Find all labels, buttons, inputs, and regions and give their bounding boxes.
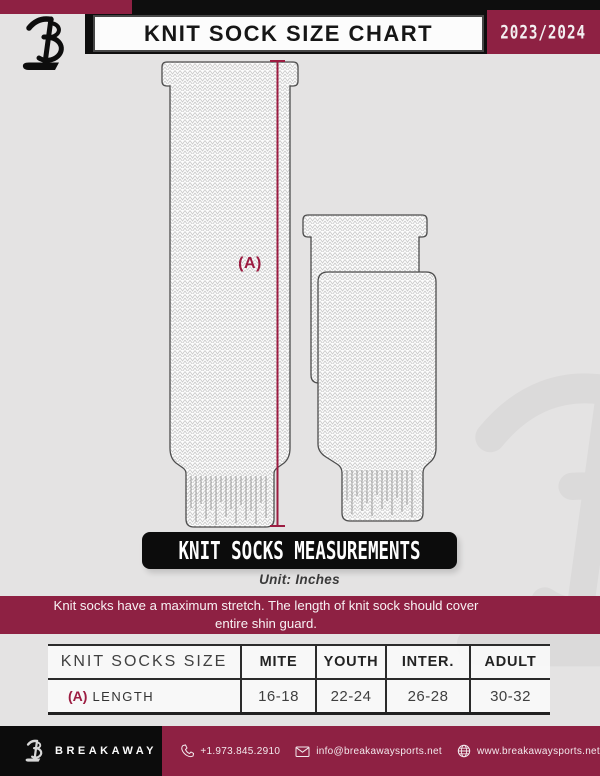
sock-large xyxy=(161,61,299,528)
season-label: 2023/2024 xyxy=(500,20,587,44)
sock-illustration xyxy=(161,60,437,528)
breakaway-logo xyxy=(14,12,78,76)
col-header-size: KNIT SOCKS SIZE xyxy=(60,653,228,670)
footer-website-url: www.breakawaysports.net xyxy=(476,745,600,757)
breakaway-monogram-icon xyxy=(22,16,64,70)
row-label-prefix: (A) xyxy=(68,688,88,704)
footer-website: www.breakawaysports.net xyxy=(457,744,600,758)
stretch-note-banner: Knit socks have a maximum stretch. The l… xyxy=(0,596,600,634)
note-line-2: entire shin guard. xyxy=(215,616,317,631)
sock-large-fringe xyxy=(190,476,267,525)
envelope-icon xyxy=(295,746,310,757)
footer-phone-number: +1.973.845.2910 xyxy=(200,745,281,757)
footer: BREAKAWAY +1.973.845.2910 info@breakaway… xyxy=(0,726,600,776)
footer-phone: +1.973.845.2910 xyxy=(180,744,280,758)
length-inter: 26-28 xyxy=(407,687,449,705)
footer-brand-name: BREAKAWAY xyxy=(55,745,157,757)
measurement-line-a xyxy=(270,60,285,527)
footer-email: info@breakawaysports.net xyxy=(295,745,442,758)
phone-icon xyxy=(181,744,195,758)
measurements-banner: KNIT SOCKS MEASUREMENTS xyxy=(142,532,457,569)
col-header-inter: INTER. xyxy=(401,654,455,670)
sock-small-front xyxy=(317,271,437,522)
size-table: KNIT SOCKS SIZE MITE YOUTH INTER. ADULT … xyxy=(48,644,550,715)
page-title: KNIT SOCK SIZE CHART xyxy=(143,20,434,46)
size-table-length-row: (A) LENGTH 16-18 22-24 26-28 30-32 xyxy=(48,680,550,715)
measurements-banner-text: KNIT SOCKS MEASUREMENTS xyxy=(178,536,421,565)
note-line-1: Knit socks have a maximum stretch. The l… xyxy=(53,598,479,613)
footer-brand-block: BREAKAWAY xyxy=(0,726,163,776)
sock-small-fringe xyxy=(346,470,413,517)
globe-icon xyxy=(457,744,471,758)
footer-contact-bar: +1.973.845.2910 info@breakawaysports.net… xyxy=(162,726,600,776)
length-youth: 22-24 xyxy=(330,687,372,705)
size-table-header-row: KNIT SOCKS SIZE MITE YOUTH INTER. ADULT xyxy=(48,646,550,680)
length-label-a: (A) xyxy=(238,255,262,272)
row-label-length: LENGTH xyxy=(92,688,155,704)
col-header-youth: YOUTH xyxy=(323,654,379,670)
page-title-box: KNIT SOCK SIZE CHART xyxy=(93,15,484,52)
length-adult: 30-32 xyxy=(490,687,531,705)
top-strip-black xyxy=(132,0,600,14)
footer-email-address: info@breakawaysports.net xyxy=(316,745,442,757)
length-mite: 16-18 xyxy=(258,687,299,705)
unit-label: Unit: Inches xyxy=(259,572,340,587)
col-header-mite: MITE xyxy=(259,654,298,670)
season-badge: 2023/2024 xyxy=(487,10,600,54)
breakaway-footer-logo-icon xyxy=(25,739,43,762)
col-header-adult: ADULT xyxy=(484,654,537,670)
top-strip-maroon xyxy=(0,0,132,14)
